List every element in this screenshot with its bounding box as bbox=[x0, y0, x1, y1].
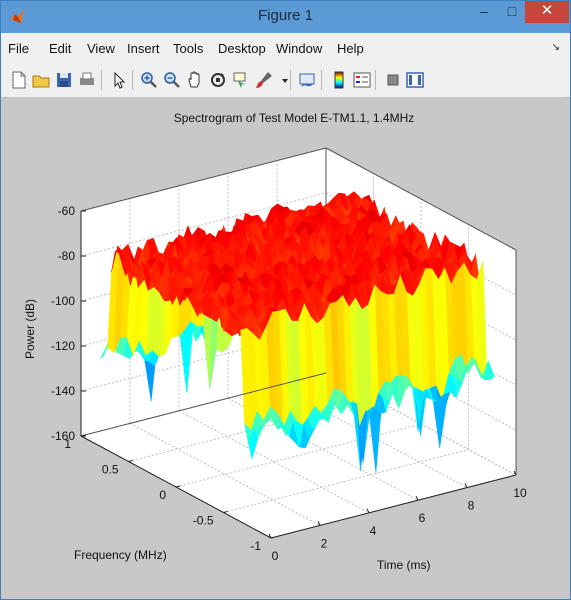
y-tick-mark bbox=[464, 483, 468, 488]
legend-icon[interactable] bbox=[352, 70, 372, 90]
y-tick-label: 10 bbox=[513, 486, 527, 500]
y-tick-label: 2 bbox=[321, 536, 328, 550]
open-file-icon[interactable] bbox=[31, 70, 51, 90]
floor-plane bbox=[81, 373, 516, 538]
toolbar-separator bbox=[290, 70, 291, 90]
y-axis-label: Time (ms) bbox=[377, 558, 431, 572]
y-tick-label: 6 bbox=[419, 511, 426, 525]
y-tick-mark bbox=[268, 533, 272, 539]
menu-bar: File Edit View Insert Tools Desktop Wind… bbox=[1, 33, 570, 64]
toolbar-separator bbox=[375, 70, 376, 90]
y-tick-label: 0 bbox=[272, 549, 279, 563]
z-tick-label: -140 bbox=[51, 384, 75, 398]
surface-patch bbox=[247, 428, 259, 460]
axis-edge bbox=[270, 474, 517, 539]
toolbar-separator bbox=[101, 70, 102, 90]
menu-window[interactable]: Window bbox=[276, 41, 323, 56]
zoom-in-icon[interactable] bbox=[139, 70, 159, 90]
axis-edge bbox=[325, 147, 517, 251]
window-title: Figure 1 bbox=[257, 7, 314, 24]
menu-help[interactable]: Help bbox=[337, 41, 364, 56]
menu-view[interactable]: View bbox=[87, 41, 115, 56]
x-tick-mark bbox=[223, 511, 228, 513]
zoom-out-icon[interactable] bbox=[162, 70, 182, 90]
x-tick-mark bbox=[270, 536, 276, 539]
spectrogram-axes[interactable]: Spectrogram of Test Model E-TM1.1, 1.4MH… bbox=[8, 97, 564, 593]
x-tick-label: -1 bbox=[250, 539, 261, 553]
link-plot-icon[interactable] bbox=[297, 70, 317, 90]
menu-desktop[interactable]: Desktop bbox=[218, 41, 266, 56]
rotate-3d-icon[interactable] bbox=[208, 70, 228, 90]
hide-plot-tools-icon[interactable] bbox=[383, 70, 403, 90]
menu-tools[interactable]: Tools bbox=[173, 41, 204, 56]
maximize-button[interactable]: □ bbox=[507, 3, 517, 19]
matlab-icon bbox=[9, 8, 25, 24]
y-tick-mark bbox=[366, 508, 370, 514]
z-tick-label: -100 bbox=[51, 294, 75, 308]
print-icon[interactable] bbox=[77, 70, 97, 90]
figure-canvas: Spectrogram of Test Model E-TM1.1, 1.4MH… bbox=[8, 97, 564, 593]
save-icon[interactable] bbox=[54, 70, 74, 90]
new-figure-icon[interactable] bbox=[9, 70, 29, 90]
toolbar-separator bbox=[321, 70, 322, 90]
z-axis-label: Power (dB) bbox=[23, 299, 37, 359]
y-tick-mark bbox=[513, 470, 517, 476]
x-tick-mark bbox=[128, 460, 133, 462]
x-tick-label: 1 bbox=[64, 437, 71, 451]
y-tick-mark bbox=[317, 521, 321, 526]
brush-icon[interactable] bbox=[254, 70, 274, 90]
toolbar-separator bbox=[132, 70, 133, 90]
z-tick-label: -80 bbox=[58, 249, 76, 263]
x-axis-label: Frequency (MHz) bbox=[74, 548, 167, 562]
menu-insert[interactable]: Insert bbox=[127, 41, 160, 56]
z-tick-label: -60 bbox=[58, 204, 76, 218]
dock-arrow-icon[interactable]: ↘ bbox=[551, 42, 560, 53]
minimize-button[interactable]: – bbox=[480, 3, 488, 19]
y-tick-label: 8 bbox=[468, 499, 475, 513]
x-tick-label: -0.5 bbox=[193, 514, 214, 528]
x-tick-mark bbox=[80, 434, 86, 437]
spectrogram-surface bbox=[99, 191, 495, 473]
figure-toolbar bbox=[1, 63, 570, 98]
title-bar[interactable]: Figure 1 – □ ✕ bbox=[1, 1, 570, 33]
y-tick-mark bbox=[415, 495, 419, 501]
y-tick-label: 4 bbox=[370, 524, 377, 538]
x-tick-label: 0 bbox=[159, 488, 166, 502]
close-button[interactable]: ✕ bbox=[525, 1, 569, 23]
pan-hand-icon[interactable] bbox=[185, 70, 205, 90]
edit-plot-arrow-icon[interactable] bbox=[109, 70, 129, 90]
z-tick-label: -120 bbox=[51, 339, 75, 353]
menu-file[interactable]: File bbox=[8, 41, 29, 56]
colorbar-icon[interactable] bbox=[329, 70, 349, 90]
x-tick-label: 0.5 bbox=[102, 463, 119, 477]
axis-edge bbox=[80, 372, 327, 437]
z-tick-label: -160 bbox=[51, 429, 75, 443]
data-cursor-icon[interactable] bbox=[231, 70, 251, 90]
chart-title: Spectrogram of Test Model E-TM1.1, 1.4MH… bbox=[174, 111, 415, 125]
brush-dropdown-icon[interactable] bbox=[275, 70, 288, 90]
axis-edge bbox=[80, 147, 327, 212]
show-plot-tools-icon[interactable] bbox=[405, 70, 425, 90]
menu-edit[interactable]: Edit bbox=[49, 41, 72, 56]
x-tick-mark bbox=[175, 485, 181, 488]
